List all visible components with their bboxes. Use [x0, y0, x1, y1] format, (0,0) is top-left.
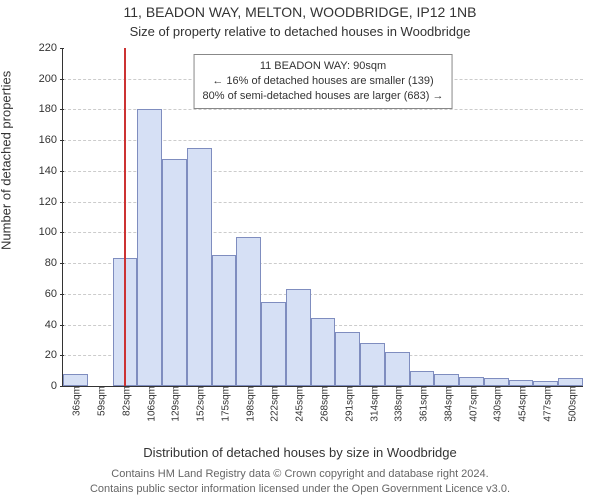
x-tick: 59sqm	[93, 386, 108, 416]
bar	[187, 148, 212, 386]
x-tick: 245sqm	[291, 386, 306, 422]
x-tick: 129sqm	[167, 386, 182, 422]
bar	[484, 378, 509, 386]
bar	[558, 378, 583, 386]
annotation-box: 11 BEADON WAY: 90sqm ← 16% of detached h…	[194, 54, 453, 109]
reference-line	[124, 48, 126, 386]
bar	[360, 343, 385, 386]
bar	[63, 374, 88, 386]
x-tick: 82sqm	[117, 386, 132, 416]
x-tick: 106sqm	[142, 386, 157, 422]
x-axis-label: Distribution of detached houses by size …	[0, 445, 600, 460]
bar	[212, 255, 237, 386]
y-tick: 160	[39, 134, 63, 146]
plot-area: 02040608010012014016018020022036sqm59sqm…	[62, 48, 583, 387]
x-tick: 152sqm	[192, 386, 207, 422]
copyright: Contains HM Land Registry data © Crown c…	[0, 467, 600, 496]
x-tick: 268sqm	[316, 386, 331, 422]
bar	[434, 374, 459, 386]
annot-line-2: ← 16% of detached houses are smaller (13…	[203, 74, 444, 89]
y-tick: 200	[39, 73, 63, 85]
x-tick: 361sqm	[415, 386, 430, 422]
annot-line-1: 11 BEADON WAY: 90sqm	[203, 59, 444, 74]
y-tick: 100	[39, 226, 63, 238]
copyright-line-2: Contains public sector information licen…	[0, 482, 600, 496]
y-tick: 60	[45, 288, 63, 300]
x-tick: 500sqm	[563, 386, 578, 422]
histogram-chart: 11, BEADON WAY, MELTON, WOODBRIDGE, IP12…	[0, 0, 600, 500]
x-tick: 338sqm	[390, 386, 405, 422]
x-tick: 430sqm	[489, 386, 504, 422]
x-tick: 407sqm	[464, 386, 479, 422]
bar	[311, 318, 336, 386]
chart-title: 11, BEADON WAY, MELTON, WOODBRIDGE, IP12…	[0, 4, 600, 20]
y-tick: 0	[51, 380, 63, 392]
x-tick: 222sqm	[266, 386, 281, 422]
x-tick: 384sqm	[439, 386, 454, 422]
y-tick: 120	[39, 196, 63, 208]
bar	[385, 352, 410, 386]
y-tick: 220	[39, 42, 63, 54]
y-tick: 140	[39, 165, 63, 177]
x-tick: 36sqm	[68, 386, 83, 416]
x-tick: 454sqm	[514, 386, 529, 422]
x-tick: 175sqm	[216, 386, 231, 422]
y-tick: 180	[39, 103, 63, 115]
bar	[261, 302, 286, 387]
annot-line-3: 80% of semi-detached houses are larger (…	[203, 89, 444, 104]
x-tick: 198sqm	[241, 386, 256, 422]
x-tick: 314sqm	[365, 386, 380, 422]
y-tick: 20	[45, 349, 63, 361]
bar	[137, 109, 162, 386]
bar	[286, 289, 311, 386]
x-tick: 291sqm	[340, 386, 355, 422]
y-axis-label: Number of detached properties	[0, 71, 14, 250]
bar	[236, 237, 261, 386]
bar	[459, 377, 484, 386]
bar	[410, 371, 435, 386]
chart-subtitle: Size of property relative to detached ho…	[0, 24, 600, 39]
copyright-line-1: Contains HM Land Registry data © Crown c…	[0, 467, 600, 481]
y-tick: 40	[45, 319, 63, 331]
bar	[162, 159, 187, 386]
bar	[335, 332, 360, 386]
y-tick: 80	[45, 257, 63, 269]
x-tick: 477sqm	[538, 386, 553, 422]
